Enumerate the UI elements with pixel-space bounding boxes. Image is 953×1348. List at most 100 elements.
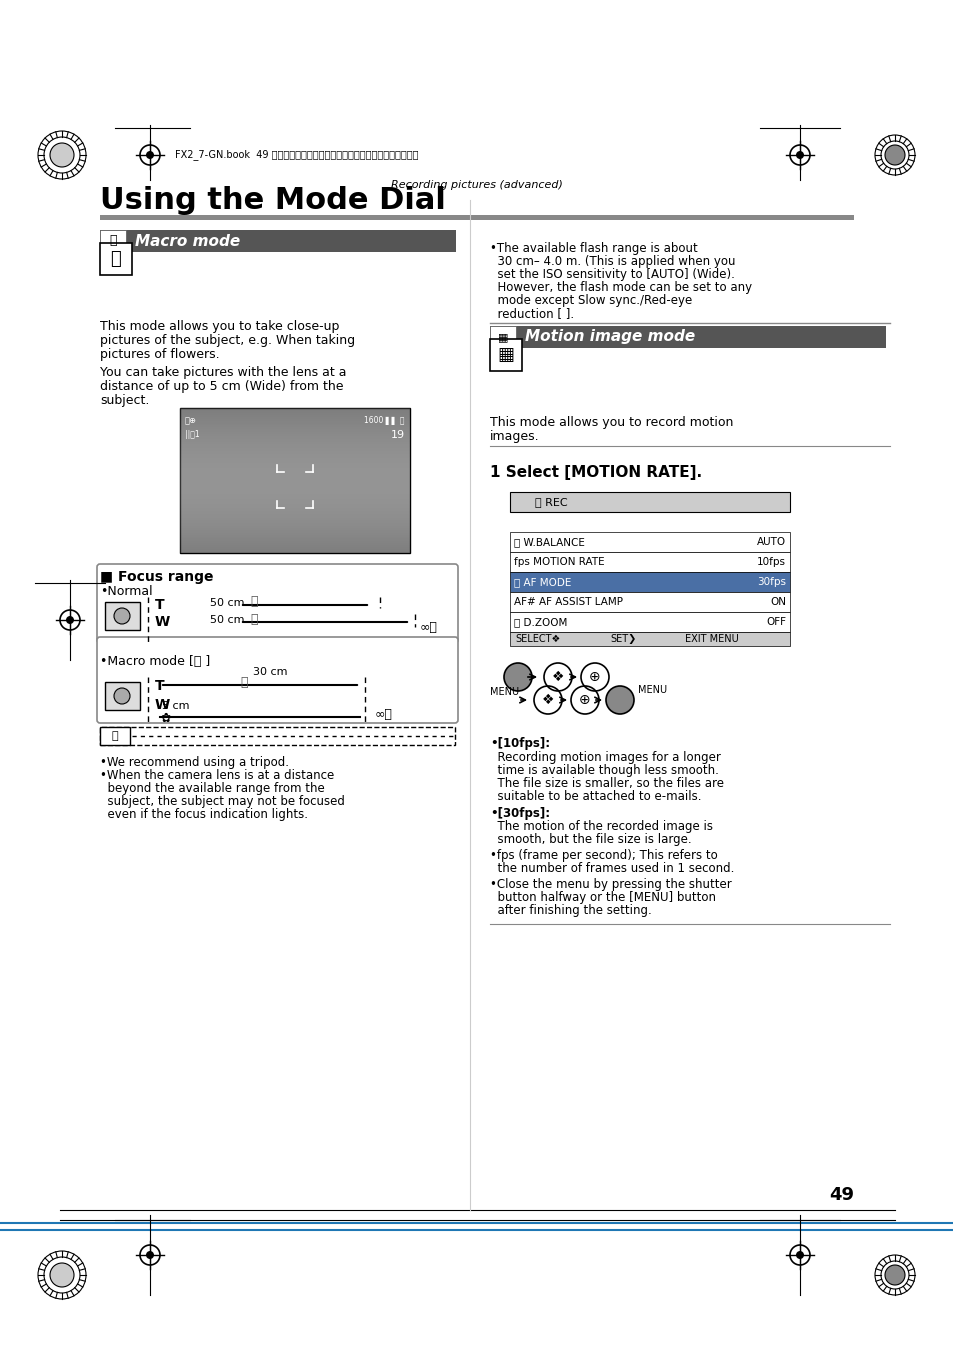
- Text: beyond the available range from the: beyond the available range from the: [100, 782, 324, 795]
- Text: ■ Focus range: ■ Focus range: [100, 570, 213, 584]
- Bar: [105, 603, 140, 630]
- Text: ||🖐1: ||🖐1: [185, 430, 199, 439]
- Bar: [490, 326, 516, 348]
- Circle shape: [503, 663, 532, 692]
- Text: ▦: ▦: [497, 332, 508, 342]
- Bar: [510, 632, 789, 646]
- Text: smooth, but the file size is large.: smooth, but the file size is large.: [490, 833, 691, 847]
- Text: •We recommend using a tripod.: •We recommend using a tripod.: [100, 756, 289, 768]
- Circle shape: [113, 608, 130, 624]
- Text: •Normal: •Normal: [100, 585, 152, 599]
- Circle shape: [605, 686, 634, 714]
- Text: ✿: ✿: [160, 712, 171, 725]
- Bar: [100, 231, 456, 252]
- Text: 50 cm: 50 cm: [210, 599, 244, 608]
- Circle shape: [146, 151, 153, 159]
- Text: after finishing the setting.: after finishing the setting.: [490, 905, 651, 917]
- Text: •When the camera lens is at a distance: •When the camera lens is at a distance: [100, 768, 334, 782]
- Text: OFF: OFF: [765, 617, 785, 627]
- Text: This mode allows you to take close-up: This mode allows you to take close-up: [100, 319, 339, 333]
- Text: 1 Select [MOTION RATE].: 1 Select [MOTION RATE].: [490, 465, 701, 480]
- Text: This mode allows you to record motion: This mode allows you to record motion: [490, 417, 733, 429]
- Text: time is available though less smooth.: time is available though less smooth.: [490, 764, 719, 776]
- Text: ⦿ REC: ⦿ REC: [535, 497, 567, 507]
- Bar: [100, 214, 853, 220]
- Text: •Macro mode [🌷 ]: •Macro mode [🌷 ]: [100, 655, 210, 669]
- Bar: [180, 408, 410, 553]
- Text: suitable to be attached to e-mails.: suitable to be attached to e-mails.: [490, 790, 700, 803]
- FancyBboxPatch shape: [97, 563, 457, 643]
- Text: Recording motion images for a longer: Recording motion images for a longer: [490, 751, 720, 764]
- Bar: [490, 338, 521, 371]
- Text: 🌷: 🌷: [111, 249, 121, 268]
- Text: ON: ON: [769, 597, 785, 607]
- Text: •The available flash range is about: •The available flash range is about: [490, 243, 697, 255]
- Text: 50 cm: 50 cm: [210, 615, 244, 625]
- Text: •fps (frame per second); This refers to: •fps (frame per second); This refers to: [490, 849, 717, 861]
- Text: MENU: MENU: [638, 685, 666, 696]
- Circle shape: [884, 146, 904, 164]
- Bar: [105, 682, 140, 710]
- Circle shape: [66, 616, 74, 624]
- Text: 🎥 D.ZOOM: 🎥 D.ZOOM: [514, 617, 567, 627]
- Text: distance of up to 5 cm (Wide) from the: distance of up to 5 cm (Wide) from the: [100, 380, 343, 394]
- Text: However, the flash mode can be set to any: However, the flash mode can be set to an…: [490, 280, 751, 294]
- Text: W: W: [154, 615, 170, 630]
- Text: ⬜ AF MODE: ⬜ AF MODE: [514, 577, 571, 586]
- Bar: [490, 326, 885, 348]
- Text: •Close the menu by pressing the shutter: •Close the menu by pressing the shutter: [490, 878, 731, 891]
- Text: button halfway or the [MENU] button: button halfway or the [MENU] button: [490, 891, 716, 905]
- Circle shape: [795, 1251, 803, 1259]
- Circle shape: [795, 151, 803, 159]
- Bar: [510, 592, 789, 612]
- Text: AUTO: AUTO: [756, 537, 785, 547]
- Text: •[10fps]:: •[10fps]:: [490, 737, 550, 749]
- Text: fps MOTION RATE: fps MOTION RATE: [514, 557, 604, 568]
- Text: SET❯: SET❯: [609, 634, 636, 644]
- Text: set the ISO sensitivity to [AUTO] (Wide).: set the ISO sensitivity to [AUTO] (Wide)…: [490, 268, 734, 280]
- Text: subject, the subject may not be focused: subject, the subject may not be focused: [100, 795, 345, 807]
- Bar: [100, 727, 455, 745]
- Text: 5 cm: 5 cm: [162, 701, 190, 710]
- Circle shape: [50, 143, 74, 167]
- Text: even if the focus indication lights.: even if the focus indication lights.: [100, 807, 308, 821]
- Bar: [510, 492, 789, 512]
- FancyBboxPatch shape: [97, 638, 457, 723]
- Text: ❖: ❖: [541, 693, 554, 706]
- Text: ⬜ W.BALANCE: ⬜ W.BALANCE: [514, 537, 584, 547]
- Text: the number of frames used in 1 second.: the number of frames used in 1 second.: [490, 861, 734, 875]
- Text: Using the Mode Dial: Using the Mode Dial: [100, 186, 445, 214]
- Text: 👤: 👤: [250, 613, 257, 625]
- Bar: [510, 612, 789, 632]
- Text: subject.: subject.: [100, 394, 150, 407]
- Text: FX2_7-GN.book  49 ページ　２００４年８月２日　月曜日　午後３時４０分: FX2_7-GN.book 49 ページ ２００４年８月２日 月曜日 午後３時４…: [174, 150, 418, 160]
- Bar: [510, 551, 789, 572]
- Text: ⊕: ⊕: [589, 670, 600, 683]
- Text: 1600 ▌▌ 🔋: 1600 ▌▌ 🔋: [364, 417, 405, 425]
- Bar: [100, 243, 132, 275]
- Text: MENU: MENU: [490, 687, 518, 697]
- Text: AF# AF ASSIST LAMP: AF# AF ASSIST LAMP: [514, 597, 622, 607]
- Text: You can take pictures with the lens at a: You can take pictures with the lens at a: [100, 367, 346, 379]
- Text: T: T: [154, 599, 165, 612]
- Text: W: W: [154, 698, 170, 712]
- Text: The motion of the recorded image is: The motion of the recorded image is: [490, 820, 712, 833]
- Bar: [100, 727, 130, 745]
- Text: ⊕: ⊕: [578, 693, 590, 706]
- Text: 👤: 👤: [240, 675, 247, 689]
- Text: The file size is smaller, so the files are: The file size is smaller, so the files a…: [490, 776, 723, 790]
- Text: 30fps: 30fps: [757, 577, 785, 586]
- Bar: [100, 231, 126, 252]
- Text: EXIT MENU: EXIT MENU: [684, 634, 738, 644]
- Text: SELECT❖: SELECT❖: [515, 634, 559, 644]
- Text: ∞🏔: ∞🏔: [419, 621, 437, 635]
- Circle shape: [146, 1251, 153, 1259]
- Text: mode except Slow sync./Red-eye: mode except Slow sync./Red-eye: [490, 294, 692, 307]
- Text: 👤: 👤: [250, 594, 257, 608]
- Text: 🌷⊕: 🌷⊕: [185, 417, 196, 425]
- Text: ▦: ▦: [497, 346, 514, 364]
- Text: pictures of flowers.: pictures of flowers.: [100, 348, 219, 361]
- Text: T: T: [154, 679, 165, 693]
- Text: •[30fps]:: •[30fps]:: [490, 807, 550, 820]
- Text: Motion image mode: Motion image mode: [524, 329, 695, 345]
